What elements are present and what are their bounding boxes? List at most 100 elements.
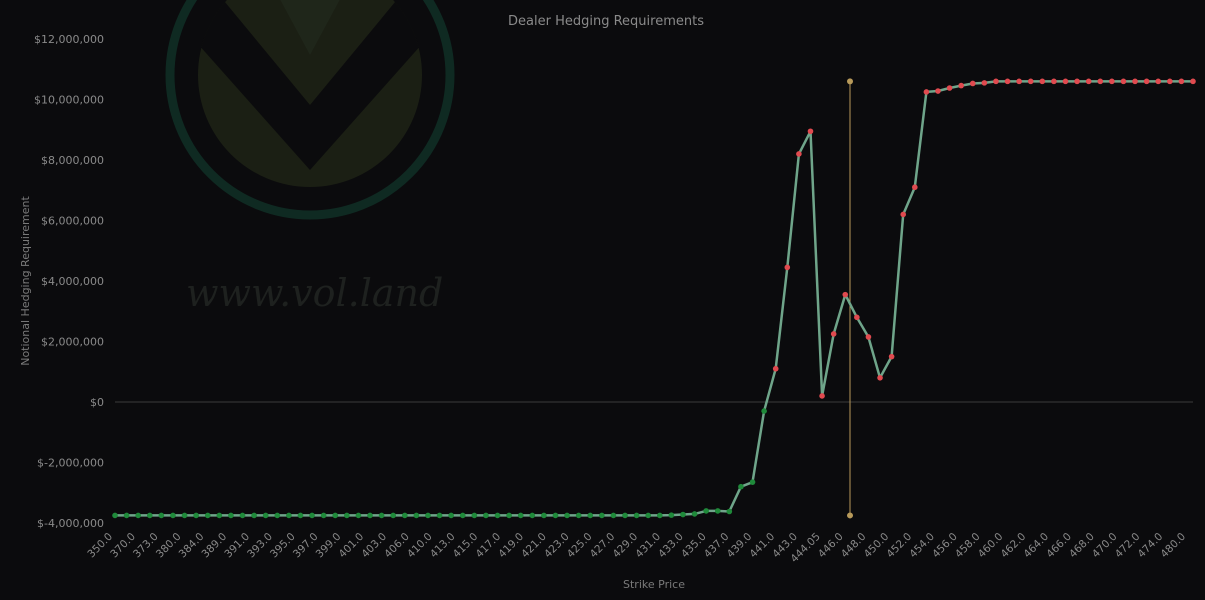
price-line-bottom-dot (847, 512, 853, 519)
x-tick-label: 389.0 (200, 531, 230, 561)
data-point (842, 291, 849, 298)
data-point (946, 85, 953, 91)
data-point (1051, 78, 1057, 85)
logo-v-right (310, 0, 422, 170)
data-point (1097, 78, 1104, 85)
data-point (541, 512, 547, 519)
data-point (204, 512, 211, 519)
data-point (170, 512, 176, 519)
data-point (865, 334, 872, 340)
data-point (796, 151, 802, 157)
watermark-text: www.vol.land (186, 271, 443, 315)
data-point (1167, 78, 1173, 85)
x-tick-label: 437.0 (702, 531, 732, 561)
data-point (112, 512, 118, 519)
data-point (309, 512, 315, 519)
y-axis-label: Notional Hedging Requirement (19, 196, 32, 366)
x-tick-label: 397.0 (291, 531, 321, 561)
logo-v-inner (275, 0, 345, 55)
data-point (784, 264, 791, 271)
data-point (158, 512, 165, 519)
data-point (552, 512, 559, 519)
y-tick-label: $10,000,000 (34, 94, 104, 107)
data-point (993, 78, 999, 85)
x-tick-label: 406.0 (382, 531, 412, 561)
x-tick-label: 419.0 (496, 531, 526, 561)
data-point (1155, 78, 1162, 85)
x-tick-label: 403.0 (359, 531, 389, 561)
data-point (436, 512, 443, 519)
x-tick-label: 399.0 (314, 531, 344, 561)
logo-ring (165, 0, 455, 220)
data-point (1109, 78, 1115, 85)
data-point (958, 82, 964, 89)
x-tick-label: 421.0 (519, 531, 549, 561)
y-tick-label: $12,000,000 (34, 33, 104, 46)
data-point (251, 512, 257, 519)
data-point (320, 512, 327, 519)
data-point (529, 512, 536, 519)
x-tick-label: 446.0 (816, 531, 846, 561)
data-point (738, 483, 744, 490)
data-point (1027, 78, 1034, 85)
x-tick-label: 410.0 (405, 531, 435, 561)
x-tick-label: 395.0 (268, 531, 298, 561)
y-tick-label: $2,000,000 (41, 336, 104, 349)
x-tick-label: 431.0 (633, 531, 663, 561)
data-point (1016, 78, 1022, 85)
data-point (390, 512, 396, 519)
data-point (691, 511, 698, 517)
data-point (1039, 78, 1046, 85)
data-point (367, 512, 373, 519)
data-point (1062, 78, 1069, 85)
x-tick-label: 464.0 (1021, 531, 1051, 561)
data-point (181, 512, 188, 519)
data-point (344, 512, 350, 519)
data-point (471, 512, 478, 519)
x-tick-label: 448.0 (839, 531, 869, 561)
data-point (912, 184, 918, 191)
y-tick-label: $-4,000,000 (37, 517, 104, 530)
x-tick-label: 384.0 (177, 531, 207, 561)
x-tick-label: 435.0 (679, 531, 709, 561)
data-point (645, 512, 652, 519)
x-tick-label: 460.0 (976, 531, 1006, 561)
data-point (888, 353, 895, 360)
x-tick-label: 468.0 (1067, 531, 1097, 561)
data-point (877, 375, 883, 381)
logo-v-left (198, 0, 310, 170)
y-tick-label: $4,000,000 (41, 275, 104, 288)
x-tick-label: 417.0 (473, 531, 503, 561)
data-point (378, 512, 385, 519)
y-tick-label: $0 (90, 396, 104, 409)
data-point (193, 512, 199, 519)
price-line-top-dot (847, 78, 853, 85)
data-point (401, 512, 408, 519)
x-tick-label: 393.0 (245, 531, 275, 561)
data-point (262, 512, 269, 519)
data-point (935, 88, 941, 94)
x-tick-label: 401.0 (337, 531, 367, 561)
data-point (228, 512, 234, 519)
data-point (1085, 78, 1092, 85)
x-tick-label: 439.0 (725, 531, 755, 561)
x-tick-label: 470.0 (1090, 531, 1120, 561)
data-point (506, 512, 512, 519)
y-tick-label: $-2,000,000 (37, 457, 104, 470)
data-point (1120, 78, 1127, 85)
data-point (297, 512, 304, 519)
data-point (969, 80, 976, 87)
data-point (239, 512, 246, 519)
x-axis: 350.0370.0373.0380.0384.0389.0391.0393.0… (85, 531, 1188, 565)
x-tick-label: 427.0 (588, 531, 618, 561)
data-point (610, 512, 617, 519)
data-point (633, 512, 640, 519)
x-tick-label: 350.0 (85, 531, 115, 561)
series-line (115, 80, 1193, 517)
x-tick-label: 450.0 (862, 531, 892, 561)
data-point (286, 512, 292, 519)
x-tick-label: 452.0 (884, 531, 914, 561)
data-point (900, 211, 907, 218)
data-point (854, 314, 860, 321)
